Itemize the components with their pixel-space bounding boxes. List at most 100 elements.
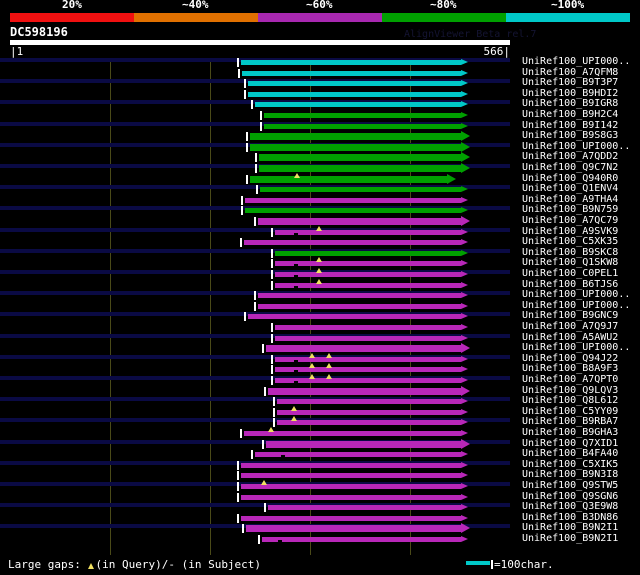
hit-label[interactable]: UniRef100_A7QDD2 — [522, 151, 619, 163]
hsp-bar[interactable] — [274, 281, 469, 288]
hit-row[interactable]: UniRef100_Q9STW5 — [0, 480, 640, 492]
hsp-bar[interactable] — [249, 141, 471, 152]
hit-row[interactable]: UniRef100_Q9C7N2 — [0, 162, 640, 174]
hsp-bar[interactable] — [277, 408, 469, 415]
hit-label[interactable]: UniRef100_B9N3I8 — [522, 469, 619, 481]
hit-row[interactable]: UniRef100_B8A9F3 — [0, 363, 640, 375]
hit-row[interactable]: UniRef100_A5AWU2 — [0, 332, 640, 344]
hit-label[interactable]: UniRef100_B9SKC8 — [522, 246, 619, 258]
hit-row[interactable]: UniRef100_B9GNC9 — [0, 310, 640, 322]
hit-row[interactable]: UniRef100_C5YY09 — [0, 405, 640, 418]
hit-row[interactable]: UniRef100_A7QDD2 — [0, 151, 640, 163]
hit-label[interactable]: UniRef100_B9RBA7 — [522, 416, 619, 428]
hit-row[interactable]: UniRef100_Q9SGN6 — [0, 490, 640, 503]
hit-row[interactable]: UniRef100_Q9LQV3 — [0, 385, 640, 397]
hit-row[interactable]: UniRef100_B9SKC8 — [0, 246, 640, 259]
hit-row[interactable]: UniRef100_B9N3I8 — [0, 469, 640, 481]
hit-label[interactable]: UniRef100_Q8L612 — [522, 395, 619, 407]
hsp-bar[interactable] — [274, 271, 469, 277]
hit-row[interactable]: UniRef100_A7QFM8 — [0, 66, 640, 79]
hsp-bar[interactable] — [274, 260, 469, 267]
hit-row[interactable]: UniRef100_C5XIK5 — [0, 458, 640, 471]
hit-row[interactable]: UniRef100_A7Q9J7 — [0, 321, 640, 333]
hsp-bar[interactable] — [240, 472, 469, 479]
hsp-bar[interactable] — [257, 302, 469, 309]
hsp-bar[interactable] — [244, 207, 469, 214]
hit-row[interactable]: UniRef100_Q94J22 — [0, 352, 640, 365]
hit-label[interactable]: UniRef100_Q9STW5 — [522, 480, 619, 491]
hsp-bar[interactable] — [244, 196, 469, 203]
hit-label[interactable]: UniRef100_B3DN86 — [522, 511, 619, 523]
hit-label[interactable]: UniRef100_C5YY09 — [522, 405, 619, 417]
hit-label[interactable]: UniRef100_A7QPT0 — [522, 374, 619, 385]
hsp-bar[interactable] — [274, 377, 469, 383]
hit-label[interactable]: UniRef100_B9I142 — [522, 119, 619, 131]
hit-row[interactable]: UniRef100_UPI000.. — [0, 140, 640, 153]
hit-label[interactable]: UniRef100_C0PEL1 — [522, 268, 619, 279]
hit-label[interactable]: UniRef100_UPI000.. — [522, 299, 631, 311]
hit-row[interactable]: UniRef100_B9N2I1 — [0, 533, 640, 545]
hsp-bar[interactable] — [257, 216, 471, 226]
hit-label[interactable]: UniRef100_B9IGR8 — [522, 98, 619, 110]
hit-label[interactable]: UniRef100_B9GHA3 — [522, 427, 619, 438]
hit-label[interactable]: UniRef100_B9H2C4 — [522, 109, 619, 120]
hit-row[interactable]: UniRef100_Q8L612 — [0, 395, 640, 407]
hit-label[interactable]: UniRef100_UPI000.. — [522, 140, 631, 152]
hit-row[interactable]: UniRef100_B9HDI2 — [0, 87, 640, 100]
hit-row[interactable]: UniRef100_B6TJS6 — [0, 278, 640, 291]
hit-label[interactable]: UniRef100_Q940R0 — [522, 172, 619, 184]
hsp-bar[interactable] — [248, 90, 469, 97]
hsp-bar[interactable] — [240, 514, 469, 521]
hsp-bar[interactable] — [274, 228, 469, 235]
hsp-bar[interactable] — [255, 101, 469, 108]
hit-label[interactable]: UniRef100_A9SVK9 — [522, 225, 619, 237]
hit-row[interactable]: UniRef100_A9THA4 — [0, 193, 640, 206]
hit-row[interactable]: UniRef100_B9IGR8 — [0, 98, 640, 110]
hsp-bar[interactable] — [249, 173, 457, 184]
hsp-bar[interactable] — [249, 131, 471, 142]
hit-label[interactable]: UniRef100_Q9SGN6 — [522, 490, 619, 502]
hit-row[interactable]: UniRef100_B9GHA3 — [0, 427, 640, 439]
hsp-bar[interactable] — [259, 186, 469, 193]
hit-row[interactable]: UniRef100_B4FA40 — [0, 448, 640, 460]
hit-row[interactable]: UniRef100_B3DN86 — [0, 511, 640, 524]
hit-label[interactable]: UniRef100_C5XK35 — [522, 236, 619, 248]
hsp-bar[interactable] — [277, 419, 469, 426]
hit-label[interactable]: UniRef100_Q1SKW8 — [522, 257, 619, 269]
hsp-bar[interactable] — [274, 355, 469, 362]
hsp-bar[interactable] — [265, 438, 471, 449]
hit-label[interactable]: UniRef100_Q9C7N2 — [522, 162, 619, 173]
hit-label[interactable]: UniRef100_B6TJS6 — [522, 278, 619, 290]
hit-label[interactable]: UniRef100_A7Q9J7 — [522, 321, 619, 332]
hit-label[interactable]: UniRef100_B9S8G3 — [522, 130, 619, 142]
hsp-bar[interactable] — [257, 292, 469, 299]
hit-label[interactable]: UniRef100_B9GNC9 — [522, 310, 619, 322]
hit-row[interactable]: UniRef100_UPI000.. — [0, 342, 640, 354]
hit-row[interactable]: UniRef100_B9H2C4 — [0, 109, 640, 121]
hit-row[interactable]: UniRef100_B9N2I1 — [0, 522, 640, 534]
hsp-bar[interactable] — [240, 483, 469, 489]
hit-row[interactable]: UniRef100_Q7XID1 — [0, 438, 640, 450]
hit-label[interactable]: UniRef100_B4FA40 — [522, 448, 619, 460]
hsp-bar[interactable] — [255, 451, 469, 458]
hit-row[interactable]: UniRef100_UPI000.. — [0, 56, 640, 68]
hsp-bar[interactable] — [274, 249, 469, 256]
hit-label[interactable]: UniRef100_A7QFM8 — [522, 66, 619, 78]
hsp-bar[interactable] — [263, 122, 469, 129]
hsp-bar[interactable] — [262, 536, 469, 542]
hit-row[interactable]: UniRef100_Q1SKW8 — [0, 257, 640, 269]
hsp-bar[interactable] — [274, 334, 469, 341]
hit-row[interactable]: UniRef100_B9I142 — [0, 119, 640, 132]
hit-row[interactable]: UniRef100_B9S8G3 — [0, 130, 640, 142]
hit-label[interactable]: UniRef100_B9HDI2 — [522, 87, 619, 99]
hsp-bar[interactable] — [258, 152, 471, 163]
hsp-bar[interactable] — [274, 324, 469, 330]
hit-label[interactable]: UniRef100_B9N2I1 — [522, 533, 619, 544]
hsp-bar[interactable] — [240, 461, 469, 468]
hit-label[interactable]: UniRef100_A9THA4 — [522, 193, 619, 205]
hsp-bar[interactable] — [248, 80, 469, 87]
hsp-bar[interactable] — [240, 59, 469, 65]
hit-label[interactable]: UniRef100_B9N2I1 — [522, 522, 619, 534]
hsp-bar[interactable] — [241, 69, 469, 76]
hit-label[interactable]: UniRef100_C5XIK5 — [522, 458, 619, 470]
